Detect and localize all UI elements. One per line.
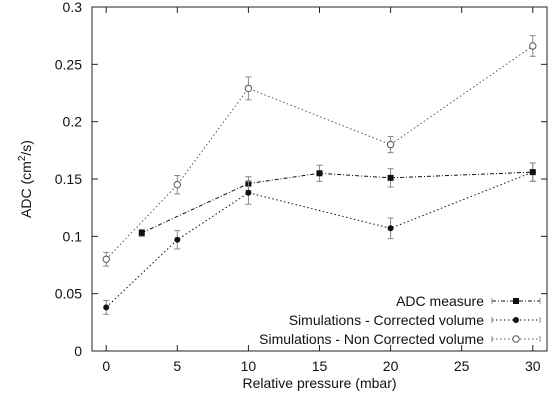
legend-entry: ADC measure: [396, 293, 541, 309]
x-tick-label: 0: [102, 358, 110, 374]
legend-entry: Simulations - Non Corrected volume: [259, 331, 541, 347]
y-tick-label: 0.3: [63, 0, 83, 15]
data-point: [103, 304, 110, 311]
series-3: [102, 35, 537, 267]
y-axis-title-superscript: 2: [17, 155, 28, 161]
data-point: [387, 225, 394, 232]
x-axis-title: Relative pressure (mbar): [242, 375, 396, 391]
y-axis-title-prefix: ADC (cm: [18, 161, 34, 218]
y-tick-label: 0.1: [63, 228, 83, 244]
legend-marker: [513, 317, 519, 323]
y-tick-label: 0.2: [63, 114, 83, 130]
y-axis-title: ADC (cm2/s): [17, 140, 34, 218]
legend-marker: [513, 298, 519, 304]
y-tick-label: 0.05: [55, 286, 82, 302]
series-1: [138, 162, 536, 237]
x-tick-label: 5: [173, 358, 181, 374]
x-tick-label: 25: [454, 358, 470, 374]
legend-label: Simulations - Non Corrected volume: [259, 331, 484, 347]
x-tick-label: 20: [383, 358, 399, 374]
legend-entry: Simulations - Corrected volume: [289, 312, 541, 328]
data-point: [173, 181, 182, 189]
series-line: [141, 171, 533, 234]
y-tick-label: 0: [74, 343, 82, 359]
y-tick-label: 0.15: [55, 171, 82, 187]
legend-marker: [512, 335, 520, 343]
axes: 0 5 10 15 20 25 30 0 0.05 0.1 0.15 0.2 0.25 0.3: [55, 0, 548, 374]
data-point: [529, 169, 536, 176]
x-tick-label: 15: [312, 358, 328, 374]
data-point: [174, 236, 181, 243]
series-line: [105, 45, 534, 260]
series-2: [103, 162, 536, 315]
data-point: [244, 84, 253, 93]
data-point: [386, 140, 395, 149]
legend: ADC measure Simulations - Corrected volum…: [259, 293, 541, 347]
x-tick-label: 30: [525, 358, 541, 374]
legend-label: Simulations - Corrected volume: [289, 312, 485, 328]
data-point: [245, 189, 252, 196]
series-layer: [102, 35, 537, 315]
y-tick-label: 0.25: [55, 56, 82, 72]
data-point: [316, 170, 323, 177]
legend-label: ADC measure: [396, 293, 484, 309]
x-tick-label: 10: [241, 358, 257, 374]
data-point: [102, 255, 110, 263]
data-point: [387, 174, 394, 181]
y-axis-title-suffix: /s): [18, 140, 34, 156]
data-point: [529, 42, 537, 50]
series-line: [105, 171, 533, 308]
data-point: [138, 229, 145, 236]
